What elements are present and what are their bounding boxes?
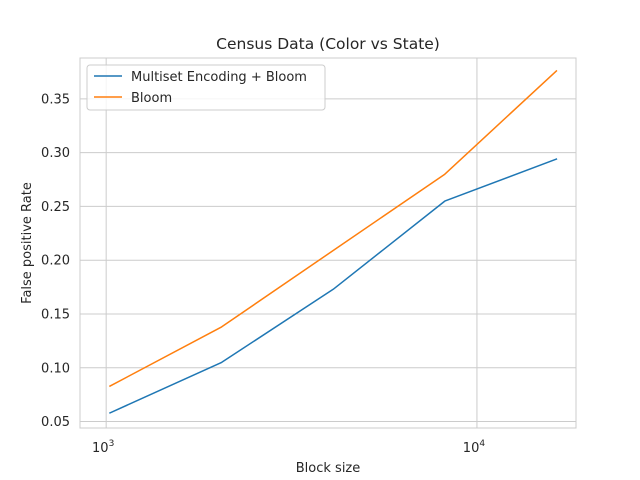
ticks: 0.05 0.10 0.15 0.20 0.25 0.30 0.35 103 104 — [41, 92, 485, 456]
x-axis-label: Block size — [296, 461, 361, 476]
series-layer — [108, 69, 558, 414]
plot-frame — [79, 57, 577, 429]
series-line-1 — [108, 69, 558, 388]
legend: Multiset Encoding + Bloom Bloom — [86, 64, 326, 111]
y-tick-label: 0.20 — [41, 254, 70, 269]
legend-box — [86, 64, 326, 111]
y-tick-label: 0.10 — [41, 361, 70, 376]
y-tick-label: 0.15 — [41, 307, 70, 322]
legend-label-multiset: Multiset Encoding + Bloom — [131, 70, 307, 85]
y-tick-label: 0.35 — [41, 92, 70, 107]
legend-label-bloom: Bloom — [131, 91, 172, 106]
y-tick-label: 0.05 — [41, 415, 70, 430]
y-tick-label: 0.25 — [41, 200, 70, 215]
y-tick-label: 0.30 — [41, 146, 70, 161]
plot-area — [80, 58, 576, 428]
series-line-0 — [109, 158, 558, 414]
x-tick-label: 103 — [92, 439, 114, 456]
y-axis-label: False positive Rate — [20, 182, 35, 304]
chart-title: Census Data (Color vs State) — [216, 35, 440, 53]
x-tick-label: 104 — [463, 439, 486, 456]
